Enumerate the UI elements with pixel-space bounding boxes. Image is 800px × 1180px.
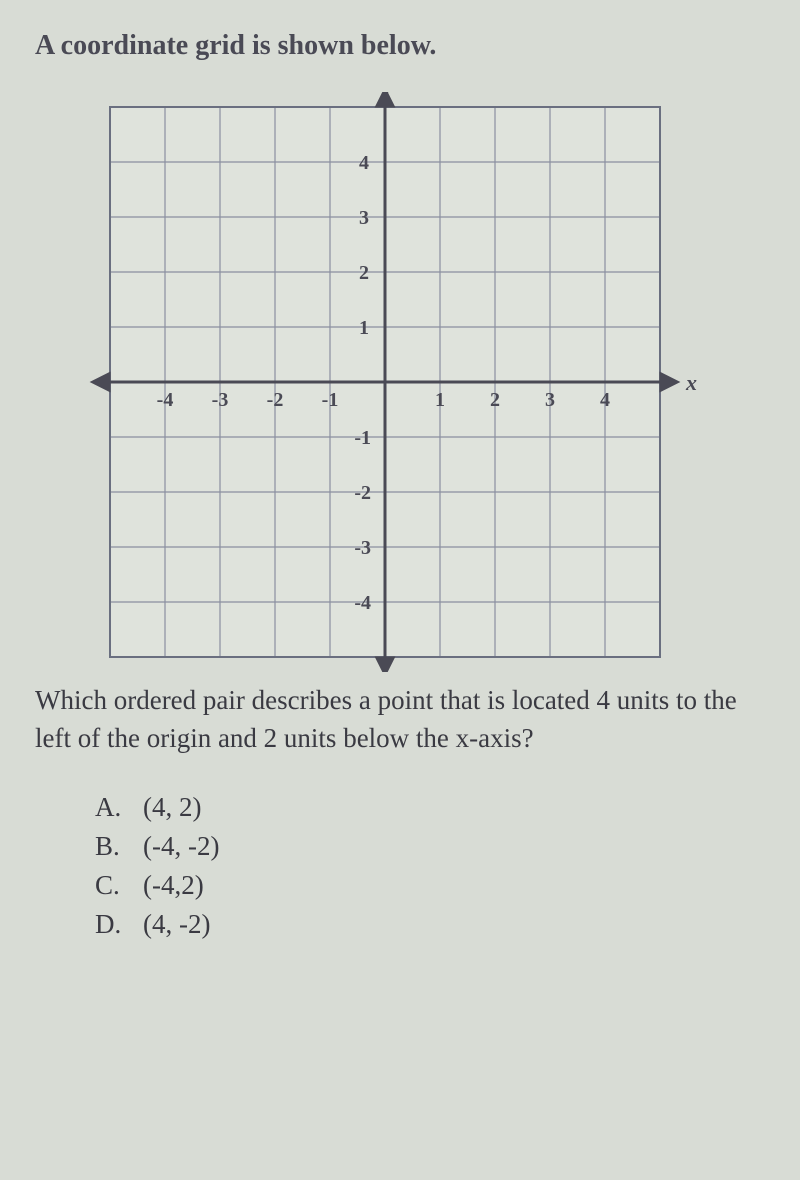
option-text: (4, -2): [143, 905, 210, 944]
svg-text:4: 4: [359, 152, 369, 174]
svg-text:3: 3: [359, 207, 369, 229]
svg-text:2: 2: [359, 262, 369, 284]
svg-text:-3: -3: [212, 389, 229, 411]
option-text: (4, 2): [143, 788, 201, 827]
grid-svg: -4 -3 -2 -1 1 2 3 4 4 3 2 1 -1 -2 -3 -4 y x: [55, 92, 715, 672]
option-letter: A.: [95, 788, 125, 827]
svg-text:-4: -4: [157, 389, 174, 411]
option-letter: D.: [95, 905, 125, 944]
option-a: A. (4, 2): [95, 788, 765, 827]
svg-text:-2: -2: [354, 482, 371, 504]
page-title: A coordinate grid is shown below.: [35, 30, 765, 62]
svg-text:x: x: [685, 370, 697, 395]
svg-text:-3: -3: [354, 537, 371, 559]
svg-text:1: 1: [435, 389, 445, 411]
svg-text:-4: -4: [354, 592, 371, 614]
svg-text:-2: -2: [267, 389, 284, 411]
answer-options: A. (4, 2) B. (-4, -2) C. (-4,2) D. (4, -…: [95, 788, 765, 945]
option-text: (-4,2): [143, 866, 204, 905]
svg-text:3: 3: [545, 389, 555, 411]
svg-text:y: y: [383, 92, 396, 94]
svg-text:4: 4: [600, 389, 610, 411]
option-text: (-4, -2): [143, 827, 219, 866]
option-d: D. (4, -2): [95, 905, 765, 944]
svg-text:1: 1: [359, 317, 369, 339]
svg-text:-1: -1: [322, 389, 339, 411]
svg-text:2: 2: [490, 389, 500, 411]
option-letter: C.: [95, 866, 125, 905]
coordinate-grid: -4-3-2-112344321-1-2-3-4yx: [55, 92, 675, 652]
question-text: Which ordered pair describes a point tha…: [35, 682, 765, 758]
option-c: C. (-4,2): [95, 866, 765, 905]
option-b: B. (-4, -2): [95, 827, 765, 866]
svg-text:-1: -1: [354, 427, 371, 449]
option-letter: B.: [95, 827, 125, 866]
